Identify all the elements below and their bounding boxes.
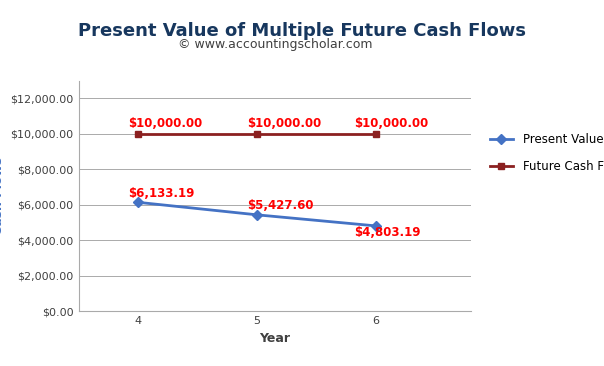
Legend: Present Value, Future Cash Flows: Present Value, Future Cash Flows	[485, 128, 604, 178]
Line: Future Cash Flows: Future Cash Flows	[135, 130, 379, 137]
Future Cash Flows	[134, 131, 141, 136]
Text: $10,000.00: $10,000.00	[248, 117, 322, 130]
Text: $4,803.19: $4,803.19	[355, 226, 421, 239]
Text: © www.accountingscholar.com: © www.accountingscholar.com	[178, 38, 372, 51]
Text: $10,000.00: $10,000.00	[129, 117, 203, 130]
Y-axis label: Cash Flows: Cash Flows	[0, 157, 5, 235]
Present Value	[372, 224, 379, 228]
Future Cash Flows	[372, 131, 379, 136]
Present Value	[134, 200, 141, 205]
Future Cash Flows	[253, 131, 260, 136]
Line: Present Value: Present Value	[135, 199, 379, 229]
Present Value	[253, 213, 260, 217]
Text: Present Value of Multiple Future Cash Flows: Present Value of Multiple Future Cash Fl…	[78, 22, 526, 40]
Text: $6,133.19: $6,133.19	[129, 187, 195, 199]
Text: $5,427.60: $5,427.60	[248, 199, 314, 212]
X-axis label: Year: Year	[259, 332, 291, 344]
Text: $10,000.00: $10,000.00	[355, 117, 429, 130]
